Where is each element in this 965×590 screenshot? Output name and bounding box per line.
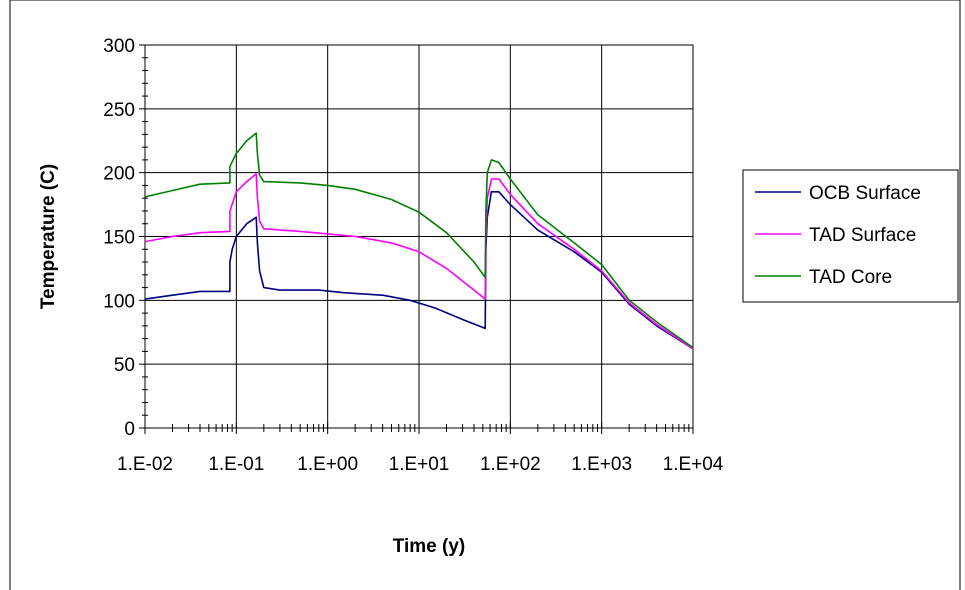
x-tick-label: 1.E+00 xyxy=(297,454,358,475)
x-axis-title: Time (y) xyxy=(393,536,466,557)
tick-labels: 0 50 100 150 200 250 300 1.E-02 1.E-01 1.E+00 1.E+… xyxy=(103,36,724,475)
x-tick-label: 1.E-01 xyxy=(208,454,264,475)
x-tick-label: 1.E+04 xyxy=(663,454,724,475)
legend-label: TAD Core xyxy=(809,267,892,288)
y-tick-label: 300 xyxy=(103,36,135,57)
series-layer xyxy=(144,132,694,350)
y-tick-label: 50 xyxy=(114,355,135,376)
y-tick-label: 150 xyxy=(103,228,135,249)
series-line-tad-surface xyxy=(144,173,694,350)
y-axis-title: Temperature (C) xyxy=(38,164,59,309)
series-line-ocb-surface xyxy=(144,191,694,350)
chart-frame xyxy=(9,0,961,590)
x-tick-label: 1.E+03 xyxy=(571,454,632,475)
y-tick-label: 100 xyxy=(103,291,135,312)
y-tick-label: 0 xyxy=(124,419,135,440)
y-tick-label: 200 xyxy=(103,164,135,185)
minor-ticks xyxy=(139,44,694,434)
x-tick-label: 1.E+02 xyxy=(480,454,541,475)
x-tick-label: 1.E-02 xyxy=(117,454,173,475)
y-tick-label: 250 xyxy=(103,100,135,121)
legend-label: OCB Surface xyxy=(809,183,921,204)
legend-label: TAD Surface xyxy=(809,225,916,246)
x-tick-label: 1.E+01 xyxy=(389,454,450,475)
legend: OCB Surface TAD Surface TAD Core xyxy=(742,169,959,303)
series-line-tad-core xyxy=(144,132,694,349)
